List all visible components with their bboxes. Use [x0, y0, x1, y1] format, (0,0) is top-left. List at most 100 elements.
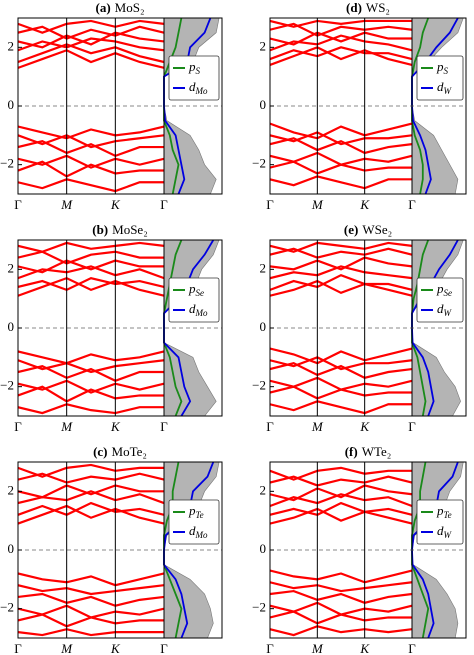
- band-line: [18, 265, 165, 280]
- band-line: [18, 154, 165, 169]
- band-line: [270, 46, 413, 67]
- x-tick-label: M: [60, 641, 73, 655]
- y-tick-label: 0: [260, 97, 267, 112]
- panel-label: (c): [93, 444, 107, 459]
- band-line: [18, 43, 165, 64]
- band-line: [270, 175, 412, 190]
- band-line: [270, 466, 412, 481]
- x-tick-label: K: [359, 197, 370, 212]
- band-line: [270, 356, 413, 371]
- panel: [270, 462, 466, 638]
- x-tick-label: M: [311, 197, 324, 212]
- band-line: [270, 274, 413, 291]
- panel-material: WTe₂: [362, 444, 392, 459]
- band-line: [18, 37, 165, 52]
- band-line: [270, 493, 413, 508]
- panel-title: (f) WTe₂: [345, 444, 392, 459]
- band-line: [270, 46, 413, 61]
- x-tick-label: K: [110, 197, 121, 212]
- legend-name: p: [188, 281, 196, 296]
- panel-title: (d) WS₂: [346, 0, 390, 15]
- band-line: [270, 484, 413, 502]
- band-line: [270, 265, 413, 280]
- band-line: [270, 22, 413, 37]
- legend-subscript: Se: [444, 288, 453, 298]
- band-line: [18, 613, 164, 628]
- panel-title: (c) MoTe₂: [93, 444, 147, 459]
- y-tick-label: −2: [252, 600, 266, 615]
- panel-material: MoTe₂: [112, 444, 147, 459]
- band-line: [18, 472, 165, 484]
- y-tick-label: −2: [0, 378, 14, 393]
- panel-label: (b): [92, 222, 108, 237]
- legend-name: p: [188, 503, 196, 518]
- x-tick-label: M: [60, 197, 73, 212]
- band-line: [270, 31, 412, 46]
- band-line: [18, 259, 164, 274]
- legend-name: p: [436, 281, 444, 296]
- legend-name: p: [188, 59, 196, 74]
- band-line: [270, 625, 413, 637]
- band-line: [18, 250, 164, 265]
- x-tick-label: Γ: [408, 419, 416, 434]
- band-line: [18, 359, 165, 374]
- legend-name: d: [437, 523, 444, 538]
- legend-subscript: Te: [196, 510, 204, 520]
- band-line: [270, 256, 413, 271]
- x-tick-label: M: [311, 641, 324, 655]
- legend-label: dMo: [189, 301, 208, 318]
- y-tick-label: 2: [260, 482, 267, 497]
- y-tick-label: 0: [8, 541, 15, 556]
- legend-label: dW: [437, 523, 453, 540]
- dos-frame: [163, 461, 223, 639]
- x-tick-label: Γ: [266, 641, 274, 655]
- band-line: [270, 581, 413, 593]
- y-tick-label: 2: [8, 482, 15, 497]
- panel-material: WSe₂: [362, 222, 392, 237]
- legend-label: pSe: [188, 281, 204, 298]
- band-line: [270, 569, 413, 584]
- band-line: [18, 140, 164, 158]
- band-line: [18, 31, 165, 49]
- legend-label: dW: [437, 301, 453, 318]
- band-line: [270, 137, 413, 155]
- band-line: [18, 276, 165, 292]
- panel: [18, 18, 222, 194]
- legend-subscript: W: [444, 86, 453, 96]
- dos-frame: [163, 17, 223, 195]
- band-line: [270, 241, 413, 253]
- band-line: [18, 463, 164, 478]
- band-line: [18, 584, 165, 596]
- band-line: [270, 347, 413, 365]
- band-line: [18, 241, 165, 253]
- legend-subscript: W: [444, 530, 453, 540]
- panel-title: (b) MoSe₂: [92, 222, 147, 237]
- band-line: [18, 134, 165, 149]
- legend-subscript: W: [444, 308, 453, 318]
- legend-label: pSe: [436, 281, 452, 298]
- x-tick-label: Γ: [14, 419, 22, 434]
- band-line: [18, 592, 165, 607]
- band-line: [270, 279, 413, 297]
- legend-subscript: S: [196, 66, 201, 76]
- x-tick-label: Γ: [14, 197, 22, 212]
- band-line: [18, 19, 165, 34]
- legend-name: d: [189, 301, 196, 316]
- legend-name: p: [436, 59, 444, 74]
- band-line: [270, 475, 413, 487]
- x-tick-label: M: [60, 419, 73, 434]
- x-tick-label: Γ: [14, 641, 22, 655]
- legend-label: pS: [188, 59, 201, 76]
- band-line: [270, 247, 413, 259]
- x-tick-label: M: [311, 419, 324, 434]
- x-tick-label: Γ: [160, 419, 168, 434]
- band-line: [18, 504, 165, 525]
- panel-title: (a) MoS₂: [96, 0, 145, 15]
- band-line: [270, 385, 412, 400]
- y-tick-label: 0: [8, 319, 15, 334]
- y-tick-label: −2: [252, 156, 266, 171]
- band-line: [270, 19, 412, 28]
- y-tick-label: 2: [260, 38, 267, 53]
- band-line: [270, 34, 413, 52]
